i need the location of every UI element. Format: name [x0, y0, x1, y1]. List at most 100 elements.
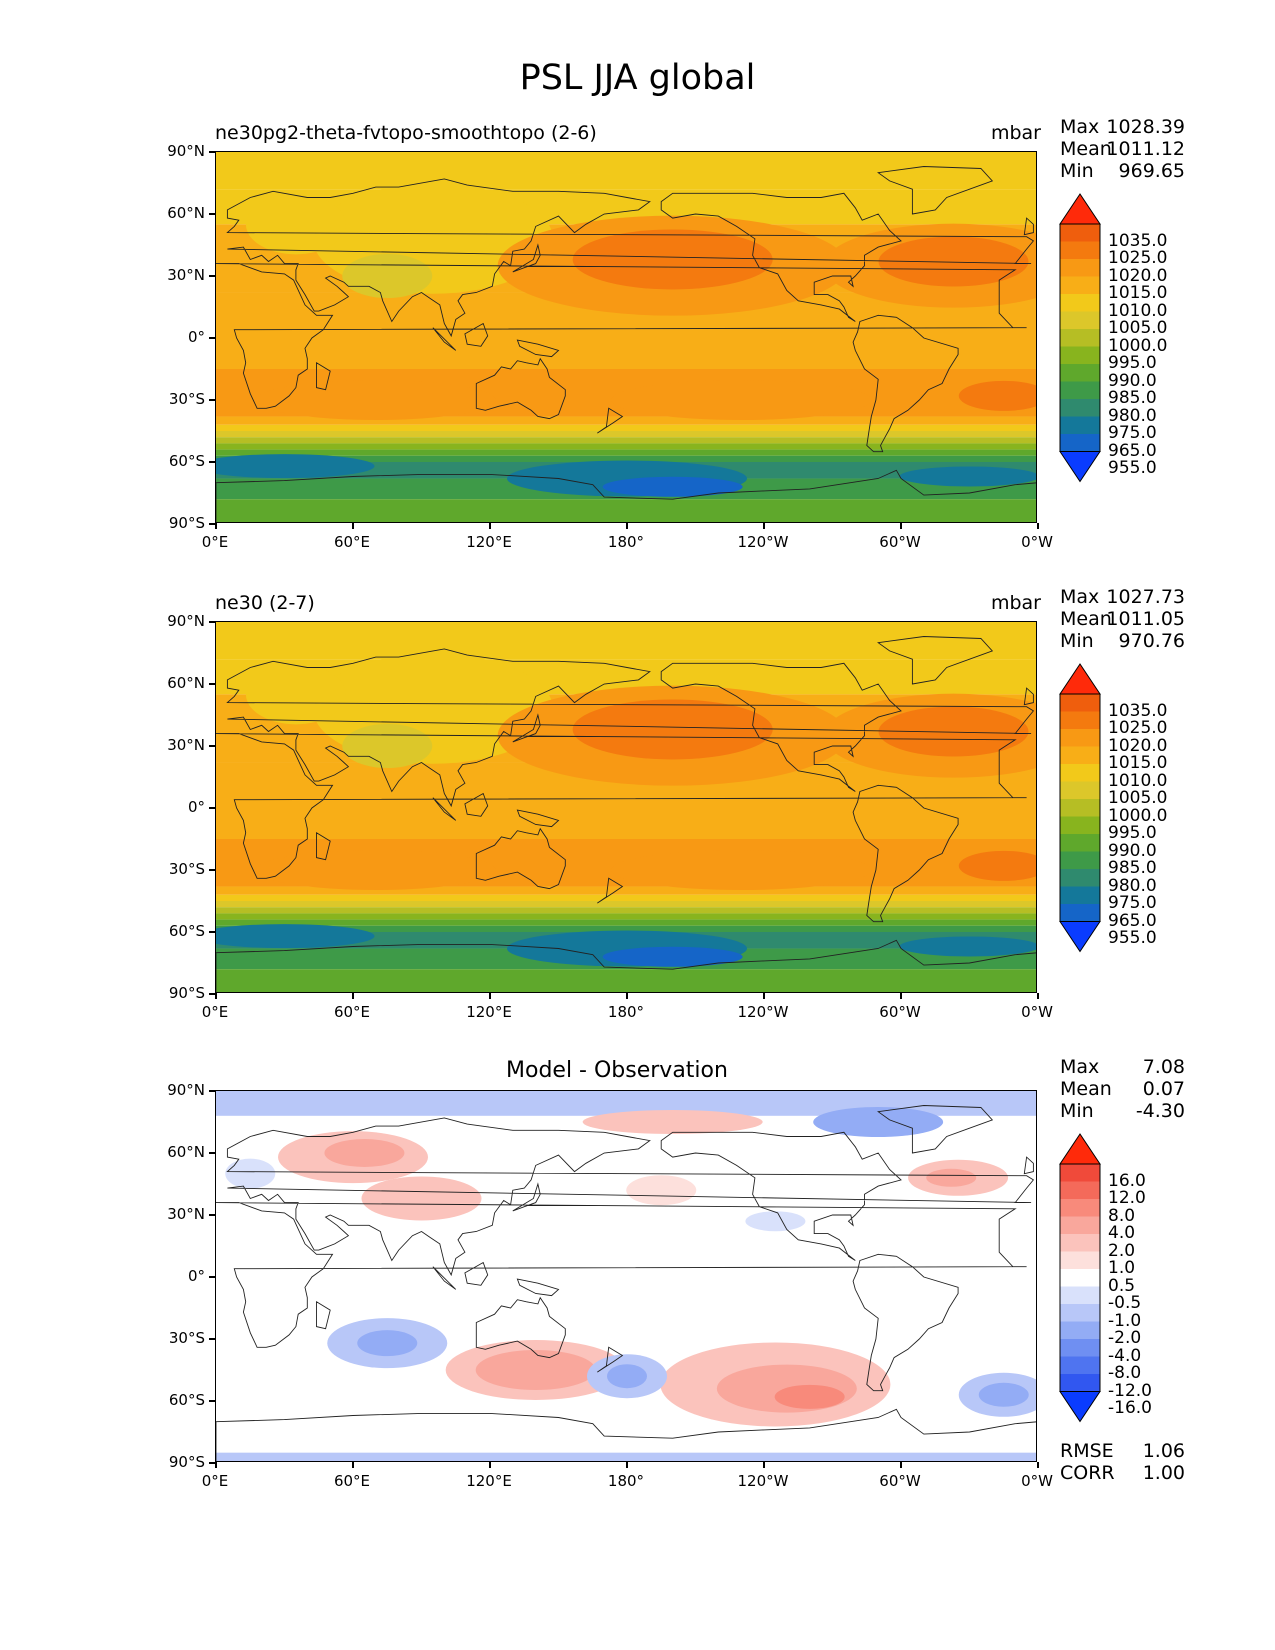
contour-band	[216, 443, 1036, 450]
colorbar-tick-label: 1020.0	[1108, 265, 1168, 286]
colorbar-segment	[1060, 224, 1100, 242]
x-tick-mark	[489, 993, 491, 999]
positive-anomaly	[475, 1350, 596, 1390]
colorbar-segment	[1060, 1251, 1100, 1269]
y-tick-label: 30°N	[167, 736, 205, 754]
mean-value: 0.07	[1142, 1078, 1185, 1100]
high-pressure-cell	[255, 380, 496, 420]
colorbar-tick-label: 0.5	[1108, 1275, 1136, 1296]
colorbar-segment	[1060, 904, 1100, 922]
figure-title: PSL JJA global	[519, 58, 756, 98]
corr-value: 1.00	[1142, 1462, 1185, 1484]
colorbar-tick-label: 8.0	[1108, 1205, 1136, 1226]
colorbar-tick-label: 1005.0	[1108, 788, 1168, 808]
colorbar-tick-label: 1015.0	[1108, 283, 1168, 303]
panel-model-2: ne30 (2-7) mbar Max 1027.73 Mean 1011.05 M…	[0, 0, 1275, 993]
contour-band	[216, 431, 1036, 438]
x-tick-mark	[489, 1462, 491, 1468]
x-tick-mark	[1037, 1462, 1039, 1468]
map-plot	[215, 621, 1037, 993]
x-tick-mark	[900, 523, 902, 529]
colorbar-segment	[1060, 1339, 1100, 1357]
map-plot	[215, 151, 1037, 523]
y-tick-mark	[209, 869, 215, 871]
colorbar-tick-label: 1025.0	[1108, 248, 1168, 268]
mean-value: 1011.12	[1106, 138, 1185, 160]
colorbar-tick-label: -8.0	[1108, 1363, 1142, 1383]
units-label: mbar	[990, 592, 1041, 614]
southern-trough	[899, 466, 1036, 487]
colorbar-segment	[1060, 1181, 1100, 1199]
y-tick-mark	[209, 745, 215, 747]
x-tick-label: 180°	[607, 1003, 645, 1021]
y-tick-mark	[209, 621, 215, 623]
x-tick-mark	[626, 993, 628, 999]
x-tick-mark	[626, 1462, 628, 1468]
colorbar-segment	[1060, 259, 1100, 277]
high-pressure-cell	[255, 850, 496, 890]
colorbar-tick-label: 975.0	[1108, 423, 1157, 443]
colorbar-tick-label: -16.0	[1108, 1398, 1152, 1418]
panel-title: ne30 (2-7)	[215, 592, 315, 614]
x-tick-label: 120°E	[466, 1472, 512, 1490]
contour-band	[216, 886, 1036, 895]
north-atlantic-high	[878, 706, 1029, 757]
colorbar-segment	[1060, 694, 1100, 712]
southern-trough	[899, 936, 1036, 957]
y-tick-label: 60°N	[167, 1143, 205, 1161]
y-tick-label: 90°N	[167, 612, 205, 630]
stats-block: Max 1027.73 Mean 1011.05 Min 970.76	[1060, 586, 1185, 652]
south-atlantic-high	[958, 850, 1036, 881]
x-tick-label: 180°	[607, 533, 645, 551]
contour-band	[216, 416, 1036, 425]
colorbar-segment	[1060, 1199, 1100, 1217]
x-tick-label: 120°W	[737, 1003, 789, 1021]
map-plot	[215, 1090, 1037, 1462]
y-tick-label: 0°	[187, 1267, 205, 1285]
x-tick-mark	[489, 523, 491, 529]
max-label: Max	[1060, 1056, 1100, 1078]
colorbar-tick-label: -0.5	[1108, 1293, 1142, 1313]
colorbar-extend-min	[1059, 921, 1101, 953]
colorbar-segment	[1060, 816, 1100, 834]
x-tick-mark	[1037, 523, 1039, 529]
x-tick-label: 0°E	[201, 1003, 229, 1021]
coastline	[216, 636, 1036, 992]
y-tick-mark	[209, 213, 215, 215]
positive-anomaly	[926, 1168, 977, 1187]
y-tick-mark	[209, 275, 215, 277]
colorbar-tick-label: 995.0	[1108, 353, 1157, 373]
y-tick-mark	[209, 1462, 215, 1464]
min-value: 969.65	[1118, 160, 1185, 182]
colorbar-segment	[1060, 241, 1100, 259]
positive-anomaly	[361, 1176, 482, 1221]
mean-value: 1011.05	[1106, 608, 1185, 630]
min-value: -4.30	[1135, 1100, 1185, 1122]
y-tick-label: 90°N	[167, 142, 205, 160]
colorbar-tick-label: 955.0	[1108, 458, 1157, 478]
colorbar-tick-label: -2.0	[1108, 1328, 1142, 1348]
colorbar-tick-label: 975.0	[1108, 893, 1157, 913]
contour-band	[216, 901, 1036, 908]
max-value: 7.08	[1142, 1056, 1185, 1078]
x-tick-label: 0°E	[201, 1472, 229, 1490]
min-label: Min	[1060, 160, 1094, 182]
x-tick-mark	[900, 1462, 902, 1468]
y-tick-label: 60°S	[168, 452, 205, 470]
colorbar-segment	[1060, 834, 1100, 852]
positive-anomaly	[324, 1139, 405, 1167]
y-tick-label: 60°S	[168, 922, 205, 940]
colorbar-segment	[1060, 1234, 1100, 1252]
colorbar-segment	[1060, 329, 1100, 347]
high-pressure-cell	[611, 850, 872, 890]
y-tick-label: 90°S	[168, 514, 205, 532]
y-tick-label: 90°N	[167, 1081, 205, 1099]
colorbar-extend-max	[1059, 663, 1101, 695]
x-tick-label: 60°E	[333, 533, 371, 551]
y-tick-label: 30°S	[168, 390, 205, 408]
colorbar-tick-label: 12.0	[1108, 1188, 1146, 1208]
y-tick-mark	[209, 807, 215, 809]
negative-anomaly	[607, 1364, 647, 1389]
colorbar-tick-label: 1015.0	[1108, 753, 1168, 773]
colorbar-tick-label: 1005.0	[1108, 318, 1168, 338]
